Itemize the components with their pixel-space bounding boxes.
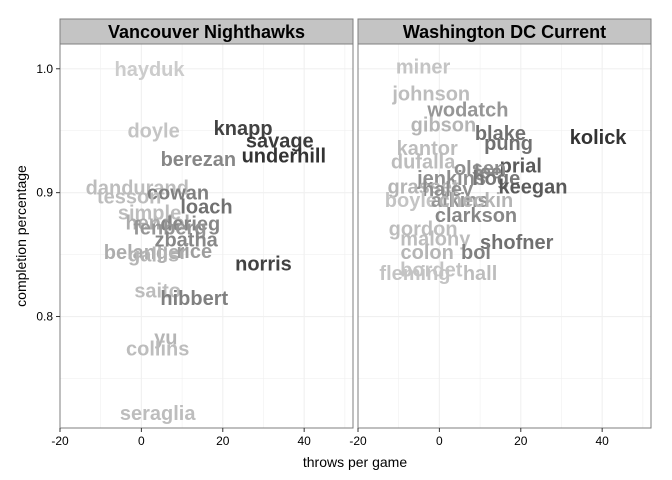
point-label: saito bbox=[134, 281, 181, 303]
x-tick-label: 40 bbox=[297, 434, 311, 448]
point-label: seraglia bbox=[120, 403, 196, 425]
point-label: savage bbox=[246, 131, 314, 153]
point-label: bol bbox=[461, 242, 491, 264]
point-label: hendel bbox=[125, 212, 189, 234]
point-label: kolick bbox=[570, 127, 628, 149]
point-label: jenkins bbox=[416, 168, 486, 190]
point-label: dufalla bbox=[391, 152, 456, 174]
point-label: shofner bbox=[480, 232, 554, 254]
point-label: norris bbox=[235, 253, 292, 275]
point-label: collins bbox=[126, 339, 189, 361]
y-axis-title: completion percentage bbox=[13, 165, 29, 307]
x-tick-label: -20 bbox=[51, 434, 69, 448]
point-label: prial bbox=[500, 155, 542, 177]
point-label: wodatch bbox=[426, 100, 508, 122]
point-label: keegan bbox=[499, 176, 568, 198]
point-label: kantor bbox=[397, 138, 458, 160]
point-label: loach bbox=[180, 196, 232, 218]
point-label: gibson bbox=[411, 115, 477, 137]
x-tick-label: -20 bbox=[349, 434, 367, 448]
point-label: doyle bbox=[127, 121, 179, 143]
x-tick-label: 0 bbox=[138, 434, 145, 448]
point-label: clarkson bbox=[435, 205, 517, 227]
point-label: olsen bbox=[454, 158, 506, 180]
point-label: berezan bbox=[161, 149, 237, 171]
point-label: boyle bbox=[385, 190, 437, 212]
point-label: underhill bbox=[242, 145, 326, 167]
point-label: hall bbox=[463, 263, 497, 285]
point-label: colon bbox=[401, 242, 454, 264]
point-label: dandurand bbox=[86, 178, 189, 200]
point-label: knapp bbox=[214, 118, 273, 140]
y-tick-label: 0.8 bbox=[36, 310, 53, 324]
point-label: gallis bbox=[128, 245, 179, 267]
point-label: rice bbox=[176, 241, 212, 263]
point-label: bordet bbox=[400, 259, 463, 281]
point-label: hayduk bbox=[115, 59, 186, 81]
point-label: atkins bbox=[431, 190, 489, 212]
point-label: malony bbox=[400, 228, 471, 250]
x-tick-label: 40 bbox=[595, 434, 609, 448]
point-label: johnson bbox=[391, 84, 470, 106]
point-label: grasset bbox=[388, 176, 459, 198]
panel-title: Washington DC Current bbox=[403, 22, 606, 42]
point-label: zbatha bbox=[154, 230, 218, 252]
panel-strip bbox=[59, 18, 354, 45]
point-label: fleming bbox=[379, 263, 450, 285]
panel-border bbox=[59, 43, 354, 429]
point-label: pung bbox=[484, 133, 533, 155]
point-label: hoge bbox=[472, 168, 520, 190]
point-label: haley bbox=[422, 179, 474, 201]
x-tick-label: 20 bbox=[216, 434, 230, 448]
point-label: lee bbox=[474, 162, 502, 184]
point-label: miner bbox=[396, 56, 451, 78]
panel-title: Vancouver Nighthawks bbox=[108, 22, 305, 42]
point-label: tesson bbox=[97, 186, 161, 208]
x-tick-label: 20 bbox=[514, 434, 528, 448]
point-label: belanger bbox=[104, 242, 188, 264]
point-label: derieg bbox=[160, 214, 220, 236]
x-tick-label: 0 bbox=[436, 434, 443, 448]
point-label: hibbert bbox=[160, 288, 228, 310]
point-label: gordon bbox=[389, 219, 458, 241]
point-label: simple bbox=[118, 202, 181, 224]
point-label: fenberg bbox=[133, 217, 206, 239]
y-tick-label: 0.9 bbox=[36, 186, 53, 200]
point-label: yu bbox=[154, 328, 177, 350]
x-axis-title: throws per game bbox=[303, 454, 407, 470]
point-label: checkin bbox=[439, 190, 513, 212]
y-tick-label: 1.0 bbox=[36, 62, 53, 76]
panel-border bbox=[357, 43, 652, 429]
point-label: cowan bbox=[147, 183, 209, 205]
point-label: blake bbox=[475, 123, 526, 145]
